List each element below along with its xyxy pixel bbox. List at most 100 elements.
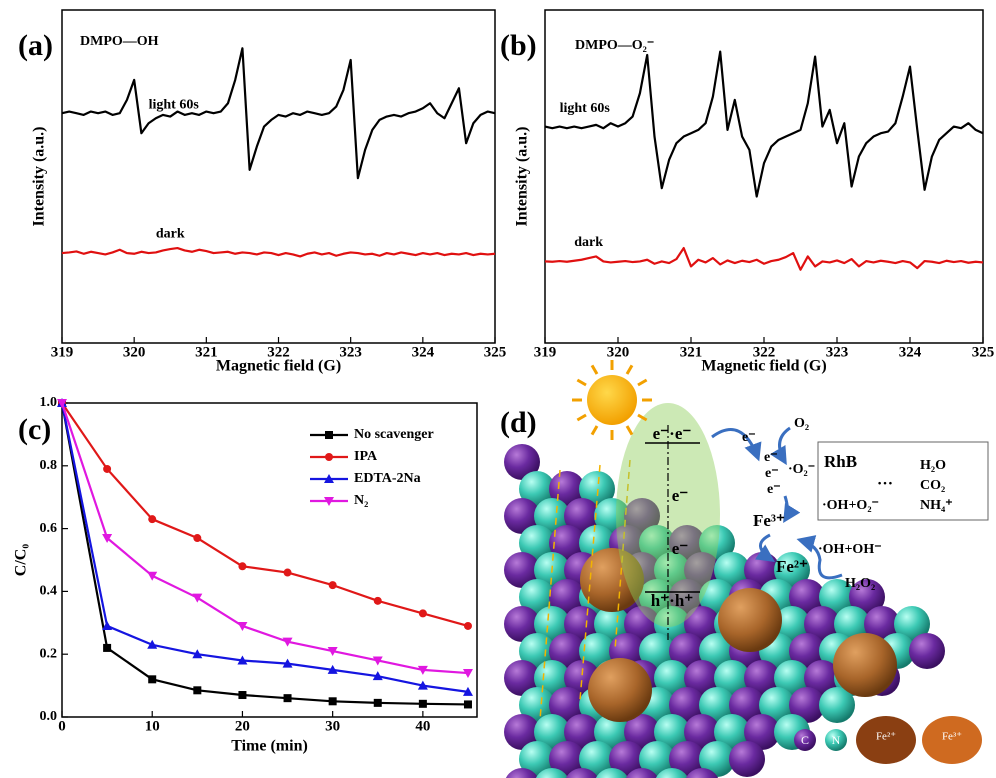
- atom: [505, 768, 539, 778]
- atom: [714, 552, 750, 588]
- atom: [654, 552, 690, 588]
- y-tick-label: 0.2: [40, 646, 58, 661]
- atom: [624, 606, 660, 642]
- atom: [789, 579, 825, 615]
- legend-marker: [325, 431, 333, 439]
- atom: [699, 687, 735, 723]
- arrow: [711, 428, 762, 462]
- atom: [864, 606, 900, 642]
- marker: [328, 697, 337, 706]
- marker: [373, 698, 382, 707]
- atom: [519, 741, 555, 777]
- legend-marker: [825, 729, 847, 751]
- atom: [534, 498, 570, 534]
- series-label: dark: [156, 227, 185, 242]
- plot-frame: [61, 402, 478, 718]
- atom: [579, 633, 615, 669]
- sun-ray: [625, 364, 634, 375]
- label: RhB: [824, 452, 857, 471]
- atom: [519, 525, 555, 561]
- series-label: dark: [574, 235, 603, 250]
- panel-label: (a): [18, 29, 53, 62]
- atom: [669, 687, 705, 723]
- marker: [462, 686, 473, 696]
- sun-ray: [637, 413, 648, 422]
- x-tick-label: 30: [325, 718, 340, 734]
- legend-marker: [325, 453, 333, 461]
- label: CO₂: [920, 478, 945, 493]
- chart: 319 320 321 322 323 324 325 Magnetic field (G) I…: [18, 9, 507, 375]
- atom: [819, 579, 855, 615]
- atom: [669, 525, 705, 561]
- panel-label: (c): [18, 413, 51, 446]
- x-tick-label: 321: [195, 344, 218, 360]
- marker: [463, 621, 472, 630]
- atom: [504, 714, 540, 750]
- atom: [669, 633, 705, 669]
- atom: [669, 741, 705, 777]
- atom: [579, 471, 615, 507]
- marker: [103, 464, 112, 473]
- atom: [579, 741, 615, 777]
- label: e⁻: [742, 430, 756, 445]
- atom: [789, 633, 825, 669]
- label: e⁻·e⁻: [653, 424, 692, 443]
- y-tick-label: 0.8: [40, 458, 58, 473]
- x-tick-label: 20: [235, 718, 250, 734]
- atom: [549, 633, 585, 669]
- marker: [147, 639, 158, 649]
- y-tick-label: 1.0: [40, 395, 58, 410]
- label: Fe³⁺: [753, 511, 785, 530]
- atom: [549, 579, 585, 615]
- atom: [549, 687, 585, 723]
- panel-label: (d): [500, 406, 537, 439]
- fe-atom: [718, 588, 782, 652]
- x-tick-label: 325: [484, 344, 507, 360]
- marker: [417, 665, 428, 675]
- chart: 0 10 20 30 40 0.0 0.2 0.4 0.6 0.8 1.0 Time (min) C/C…: [13, 395, 478, 755]
- x-tick-label: 323: [339, 344, 362, 360]
- marker: [102, 534, 113, 544]
- diagram-labels: (d) e⁻·e⁻ e⁻ e⁻ h⁺·h⁺ e⁻ e⁻ e⁻ e⁻ O₂ ·O₂…: [500, 406, 989, 764]
- atom: [609, 741, 645, 777]
- atom: [655, 768, 689, 778]
- label: H₂O₂: [845, 576, 875, 591]
- atom: [729, 741, 765, 777]
- x-tick-label: 0: [58, 718, 66, 734]
- plot-frame: [61, 9, 496, 344]
- marker: [102, 620, 113, 630]
- atom: [504, 444, 540, 480]
- marker: [193, 686, 202, 695]
- series-line: [544, 246, 984, 271]
- atom: [594, 498, 630, 534]
- atom: [549, 741, 585, 777]
- atom: [699, 741, 735, 777]
- reaction-box: [817, 441, 989, 521]
- atom: [504, 552, 540, 588]
- marker: [463, 700, 472, 709]
- x-tick-label: 325: [972, 344, 995, 360]
- atom: [639, 741, 675, 777]
- sun-ray: [590, 364, 599, 375]
- atom: [564, 498, 600, 534]
- x-tick-label: 10: [145, 718, 160, 734]
- atom: [849, 579, 885, 615]
- atom: [759, 687, 795, 723]
- series-line: [60, 402, 468, 706]
- label: …: [877, 472, 893, 489]
- annotation: DMPO—O₂⁻: [575, 38, 654, 53]
- chart: 319 320 321 322 323 324 325 Magnetic field (G) I…: [500, 9, 995, 375]
- marker: [462, 669, 473, 679]
- atom: [834, 606, 870, 642]
- legend-label: Fe³⁺: [942, 731, 962, 743]
- atom: [729, 687, 765, 723]
- sun-ray: [637, 378, 648, 387]
- marker: [148, 515, 157, 524]
- arrow: [769, 426, 791, 466]
- label: Fe²⁺: [776, 557, 808, 576]
- label: ·OH+OH⁻: [818, 542, 882, 557]
- atom: [789, 687, 825, 723]
- atom: [594, 714, 630, 750]
- x-tick-label: 324: [412, 344, 435, 360]
- atom: [714, 660, 750, 696]
